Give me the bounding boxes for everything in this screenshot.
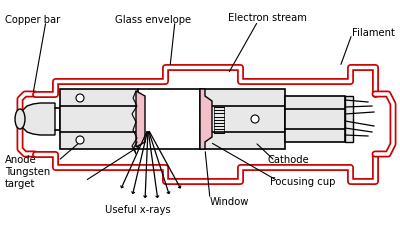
Text: Glass envelope: Glass envelope <box>115 15 191 25</box>
Text: Copper bar: Copper bar <box>5 15 60 25</box>
Text: Window: Window <box>210 196 249 206</box>
Bar <box>200 90 285 149</box>
Polygon shape <box>136 92 145 147</box>
Text: Focusing cup: Focusing cup <box>270 176 335 186</box>
Circle shape <box>76 95 84 103</box>
Text: Electron stream: Electron stream <box>228 13 307 23</box>
Bar <box>60 90 138 149</box>
Text: Filament: Filament <box>352 28 395 38</box>
Polygon shape <box>20 104 55 135</box>
Text: Cathode: Cathode <box>268 154 310 164</box>
Bar <box>285 97 345 142</box>
Circle shape <box>76 136 84 144</box>
Ellipse shape <box>15 109 25 129</box>
Circle shape <box>251 115 259 123</box>
Bar <box>345 97 353 142</box>
Polygon shape <box>200 90 212 149</box>
Text: Anode: Anode <box>5 154 37 164</box>
Text: Useful x-rays: Useful x-rays <box>105 204 171 214</box>
Text: Tungsten
target: Tungsten target <box>5 166 50 188</box>
